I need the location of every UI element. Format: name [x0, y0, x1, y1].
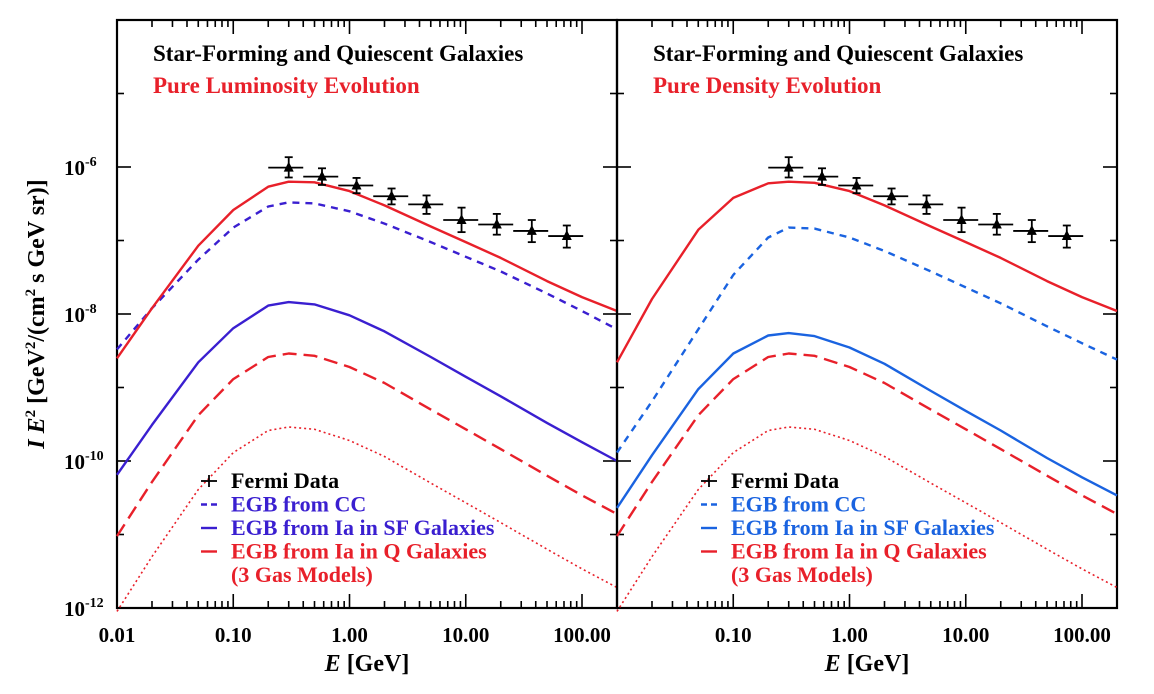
fermi-point [768, 156, 804, 179]
series-line-2 [615, 352, 1118, 537]
legend-item: EGB from CC [201, 492, 366, 517]
panel-right: 0.10 1.00 10.00 100.00 Star-Forming and Qui… [615, 18, 1119, 677]
series-line-1 [616, 331, 1118, 509]
y-tick-label: 10-10 [64, 449, 104, 474]
tick-marks-right [616, 19, 1118, 609]
x-tick-labels-right: 0.10 1.00 10.00 100.00 [715, 623, 1111, 647]
x-axis-label-right: E [GeV] [824, 651, 910, 677]
y-tick-label: 10-8 [64, 302, 97, 327]
x-tick-labels-left: 0.01 0.10 1.00 10.00 100.00 [99, 623, 611, 647]
svg-text:Fermi Data: Fermi Data [231, 468, 339, 493]
x-tick-label: 100.00 [553, 623, 611, 647]
svg-text:EGB from CC: EGB from CC [731, 492, 866, 517]
legend-item: EGB from Ia in SF Galaxies [701, 515, 995, 540]
panel-left: 0.01 0.10 1.00 10.00 100.00 10-610-810-1010-… [64, 18, 619, 677]
legend-item: Fermi Data [701, 468, 839, 493]
fermi-point [373, 187, 409, 206]
svg-text:EGB from CC: EGB from CC [231, 492, 366, 517]
fermi-data-left [268, 156, 584, 249]
svg-text:(3 Gas Models): (3 Gas Models) [231, 562, 373, 587]
legend-item: EGB from Ia in Q Galaxies [201, 539, 487, 564]
fermi-point [268, 156, 304, 179]
y-tick-labels: 10-6 10-8 10-10 10-12 [64, 155, 104, 621]
fermi-point [803, 167, 839, 186]
svg-text:EGB from Ia in Q Galaxies: EGB from Ia in Q Galaxies [731, 539, 987, 564]
fermi-point [408, 194, 444, 215]
series-line-0 [616, 226, 1118, 454]
x-tick-label: 1.00 [831, 623, 868, 647]
y-tick-label: 10-6 [64, 155, 97, 180]
fermi-point [873, 187, 909, 206]
panel-subtitle-right: Pure Density Evolution [653, 73, 882, 98]
svg-text:EGB from Ia in SF Galaxies: EGB from Ia in SF Galaxies [731, 515, 995, 540]
x-tick-label: 0.01 [99, 623, 136, 647]
fermi-point [548, 224, 584, 249]
x-tick-label: 1.00 [331, 623, 368, 647]
panel-title-left: Star-Forming and Quiescent Galaxies [153, 41, 523, 66]
fermi-point [908, 194, 944, 215]
legend-item: (3 Gas Models) [231, 562, 373, 587]
panel-title-right: Star-Forming and Quiescent Galaxies [653, 41, 1023, 66]
fermi-point [838, 177, 874, 195]
panel-subtitle-left: Pure Luminosity Evolution [153, 73, 420, 98]
x-tick-label: 10.00 [942, 623, 989, 647]
y-axis-label: I E2 [GeV2/(cm2 s GeV sr)] [23, 179, 50, 449]
series-line-4 [116, 180, 618, 359]
series-line-1 [116, 300, 618, 476]
fermi-point [338, 177, 374, 195]
series-left [115, 180, 618, 612]
legend-item: EGB from CC [701, 492, 866, 517]
fermi-point [478, 213, 514, 236]
tick-marks-left [116, 19, 618, 609]
x-tick-label: 100.00 [1053, 623, 1111, 647]
x-tick-label: 0.10 [715, 623, 752, 647]
series-right [615, 180, 1118, 612]
fermi-point [513, 219, 549, 244]
series-line-2 [115, 352, 618, 537]
y-tick-label: 10-12 [64, 596, 104, 621]
svg-text:Fermi Data: Fermi Data [731, 468, 839, 493]
fermi-point [303, 167, 339, 186]
fermi-point [443, 206, 479, 234]
fermi-point [943, 206, 979, 234]
fermi-data-right [768, 156, 1084, 249]
x-tick-label: 0.10 [215, 623, 252, 647]
fermi-point [1013, 219, 1049, 244]
legend-item: Fermi Data [201, 468, 339, 493]
legend-item: (3 Gas Models) [731, 562, 873, 587]
svg-text:EGB from Ia in SF Galaxies: EGB from Ia in SF Galaxies [231, 515, 495, 540]
x-axis-label-left: E [GeV] [324, 651, 410, 677]
svg-text:EGB from Ia in Q Galaxies: EGB from Ia in Q Galaxies [231, 539, 487, 564]
fermi-point [1048, 224, 1084, 249]
series-line-4 [615, 180, 1118, 363]
fermi-point [978, 213, 1014, 236]
legend-item: EGB from Ia in SF Galaxies [201, 515, 495, 540]
svg-text:(3 Gas Models): (3 Gas Models) [731, 562, 873, 587]
x-tick-label: 10.00 [442, 623, 489, 647]
series-line-0 [116, 201, 618, 351]
legend-item: EGB from Ia in Q Galaxies [701, 539, 987, 564]
